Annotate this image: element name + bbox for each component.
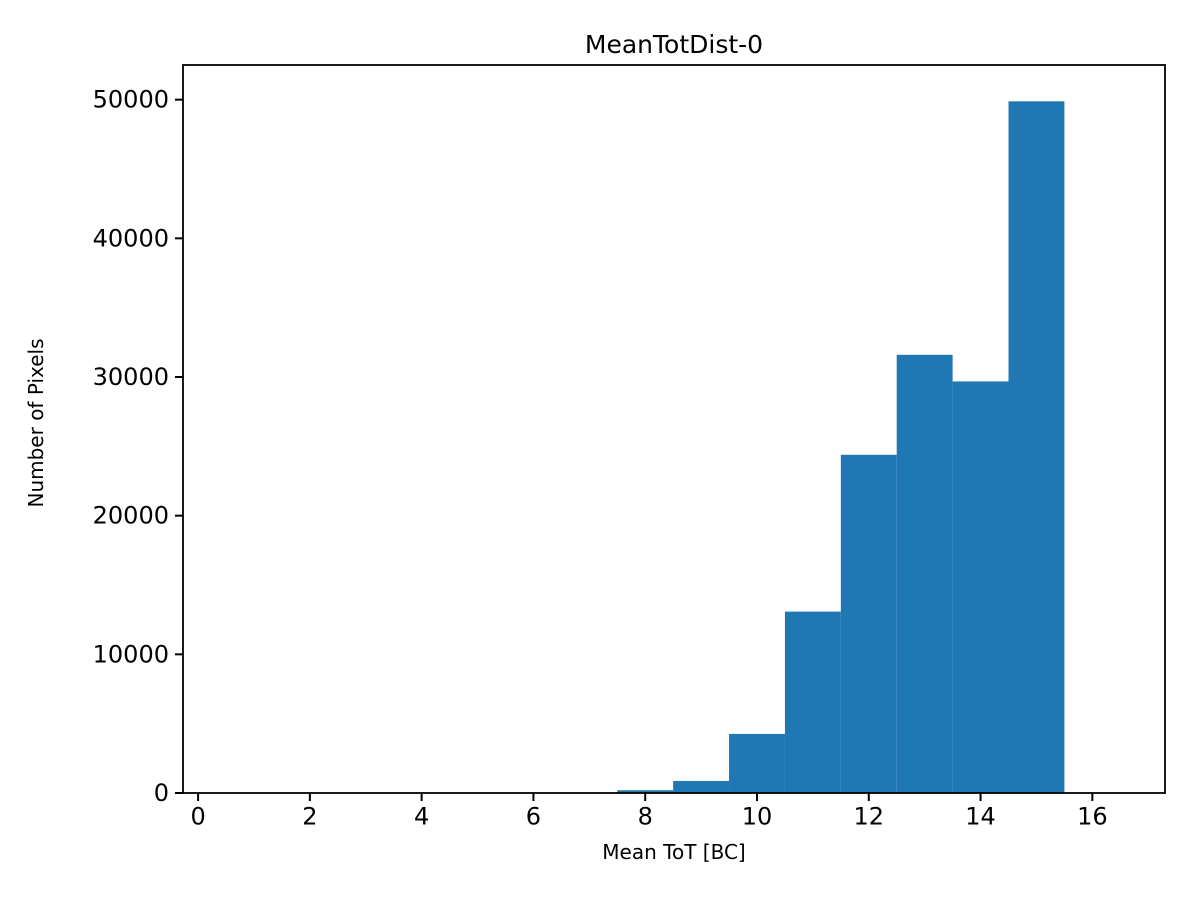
histogram-bar (729, 733, 785, 793)
y-tick-label: 40000 (93, 224, 169, 252)
x-tick-label: 4 (414, 803, 429, 831)
x-tick-label: 10 (742, 803, 773, 831)
x-tick-label: 16 (1077, 803, 1108, 831)
histogram-bar (840, 454, 897, 793)
x-axis-label: Mean ToT [BC] (602, 840, 746, 864)
histogram-bar (952, 381, 1009, 793)
plot-border (182, 64, 1166, 794)
y-tick-label: 50000 (93, 86, 169, 114)
y-tick-label: 30000 (93, 363, 169, 391)
y-axis-label: Number of Pixels (24, 338, 48, 508)
histogram-bar (617, 790, 674, 793)
x-tick-label: 2 (302, 803, 317, 831)
histogram-bar (673, 780, 730, 793)
x-tick-label: 8 (638, 803, 653, 831)
y-tick-label: 20000 (93, 502, 169, 530)
histogram-bar (1008, 101, 1065, 793)
y-tick-label: 0 (154, 779, 169, 807)
chart-title: MeanTotDist-0 (584, 30, 764, 59)
x-tick-label: 12 (854, 803, 885, 831)
x-tick-label: 14 (965, 803, 996, 831)
histogram-bar (896, 354, 953, 793)
x-tick-label: 0 (190, 803, 205, 831)
y-tick-label: 10000 (93, 640, 169, 668)
histogram-bar (784, 611, 841, 793)
x-tick-label: 6 (526, 803, 541, 831)
